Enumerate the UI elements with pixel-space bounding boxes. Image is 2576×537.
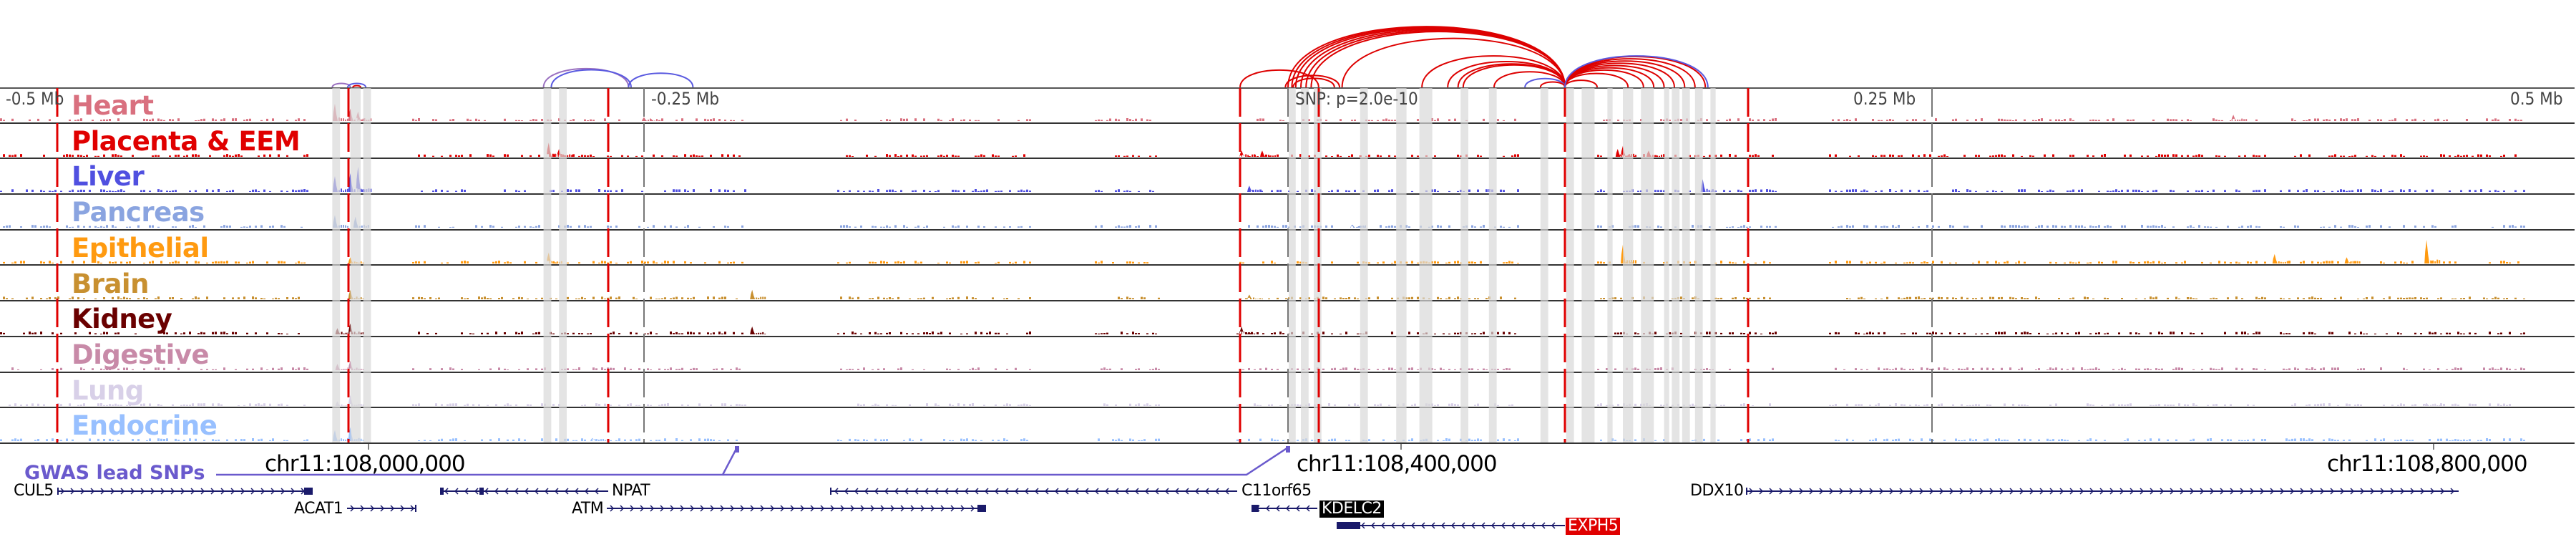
gene-label-kdelc2[interactable]: KDELC2 bbox=[1319, 500, 1384, 518]
gene-atm bbox=[607, 505, 986, 512]
gene-cul5 bbox=[57, 488, 313, 495]
loop-arc bbox=[352, 84, 361, 88]
snp-pvalue-label: SNP: p=2.0e-10 bbox=[1295, 89, 1418, 109]
coordinate-label-left: chr11:108,000,000 bbox=[265, 451, 466, 477]
track-label: Brain bbox=[72, 268, 149, 299]
track-liver: Liver bbox=[0, 159, 2575, 195]
signal-bars bbox=[0, 427, 2525, 442]
signal-bars bbox=[3, 215, 2525, 228]
axis-label-minus-0.5mb: -0.5 Mb bbox=[6, 89, 64, 109]
track-heart: Heart bbox=[0, 88, 2575, 124]
track-label: Placenta & EEM bbox=[72, 125, 301, 157]
loop-arc bbox=[1239, 69, 1319, 88]
gwas-track-label: GWAS lead SNPs bbox=[24, 462, 205, 484]
track-lung: Lung bbox=[0, 373, 2575, 409]
loop-arc bbox=[1421, 55, 1566, 88]
signal-bars bbox=[3, 239, 2519, 263]
gene-label-atm[interactable]: ATM bbox=[572, 500, 604, 518]
coordinate-label-center: chr11:108,400,000 bbox=[1297, 451, 1498, 477]
tissue-tracks-panel: Heart Placenta & EEM Liver Pancreas Epitheli… bbox=[0, 88, 2575, 444]
axis-label-plus-0.25mb: 0.25 Mb bbox=[1853, 89, 1916, 109]
signal-plot bbox=[3, 215, 2525, 228]
signal-plot bbox=[11, 360, 2525, 370]
signal-bars bbox=[0, 103, 2522, 121]
track-brain: Brain bbox=[0, 266, 2575, 302]
signal-bars bbox=[3, 289, 2525, 299]
loop-arc bbox=[1310, 31, 1566, 88]
signal-plot bbox=[0, 103, 2522, 121]
loop-arc bbox=[1539, 81, 1566, 88]
coordinate-label-right: chr11:108,800,000 bbox=[2327, 451, 2528, 477]
gene-label-npat[interactable]: NPAT bbox=[612, 482, 650, 500]
signal-plot bbox=[0, 167, 2525, 193]
track-label: Kidney bbox=[72, 304, 172, 335]
gene-acat1 bbox=[347, 505, 416, 512]
gene-c11orf65 bbox=[830, 488, 1237, 495]
signal-bars bbox=[9, 395, 2511, 406]
track-epithelial: Epithelial bbox=[0, 231, 2575, 266]
loop-arc bbox=[1493, 71, 1566, 88]
signal-bars bbox=[3, 142, 2517, 157]
gwas-snp-marker bbox=[735, 446, 739, 453]
loop-arc bbox=[1284, 74, 1340, 88]
track-pancreas: Pancreas bbox=[0, 195, 2575, 231]
loop-arc bbox=[1564, 55, 1709, 88]
chromatin-loop-arcs bbox=[0, 26, 2575, 89]
loop-arc bbox=[628, 72, 694, 88]
axis-label-plus-0.5mb: 0.5 Mb bbox=[2510, 89, 2563, 109]
track-label: Lung bbox=[72, 374, 144, 406]
gwas-snp-marker bbox=[1286, 446, 1290, 453]
signal-bars bbox=[0, 167, 2525, 193]
loop-arc bbox=[550, 69, 632, 88]
signal-plot bbox=[3, 289, 2525, 299]
gene-ddx10 bbox=[1746, 488, 2459, 495]
gene-exph5 bbox=[1337, 522, 1565, 529]
signal-plot bbox=[3, 142, 2517, 157]
loop-arc bbox=[1291, 26, 1566, 88]
track-placenta-eem: Placenta & EEM bbox=[0, 124, 2575, 160]
track-label: Digestive bbox=[72, 339, 210, 370]
track-label: Pancreas bbox=[72, 197, 205, 228]
signal-plot bbox=[9, 395, 2511, 406]
gene-npat bbox=[440, 488, 608, 495]
gene-label-ddx10[interactable]: DDX10 bbox=[1690, 482, 1744, 500]
gene-label-exph5[interactable]: EXPH5 bbox=[1566, 518, 1621, 535]
loop-arc bbox=[331, 82, 351, 88]
gwas-link-line bbox=[723, 446, 1289, 476]
loop-arc bbox=[1462, 64, 1566, 88]
track-label: Epithelial bbox=[72, 232, 209, 263]
gene-track bbox=[57, 444, 2459, 529]
gwas-link-line bbox=[216, 447, 738, 476]
loop-arc bbox=[347, 82, 367, 88]
loop-arc bbox=[542, 67, 630, 88]
axis-label-minus-0.25mb: -0.25 Mb bbox=[651, 89, 720, 109]
track-digestive: Digestive bbox=[0, 337, 2575, 373]
signal-bars bbox=[0, 323, 2525, 335]
signal-plot bbox=[0, 427, 2525, 442]
track-label: Liver bbox=[72, 161, 145, 193]
track-endocrine: Endocrine bbox=[0, 408, 2575, 444]
gene-label-c11orf65[interactable]: C11orf65 bbox=[1241, 482, 1312, 500]
gene-kdelc2 bbox=[1252, 505, 1317, 512]
track-label: Heart bbox=[72, 90, 154, 121]
track-kidney: Kidney bbox=[0, 301, 2575, 337]
signal-plot bbox=[0, 323, 2525, 335]
loop-arc bbox=[1292, 77, 1335, 88]
gene-label-cul5[interactable]: CUL5 bbox=[14, 482, 54, 500]
signal-bars bbox=[11, 360, 2525, 370]
track-label: Endocrine bbox=[72, 410, 218, 442]
loop-arc bbox=[1294, 27, 1566, 88]
loop-arc bbox=[1564, 79, 1598, 88]
loop-arc bbox=[1341, 37, 1566, 88]
gene-label-acat1[interactable]: ACAT1 bbox=[294, 500, 343, 518]
signal-plot bbox=[3, 239, 2519, 263]
